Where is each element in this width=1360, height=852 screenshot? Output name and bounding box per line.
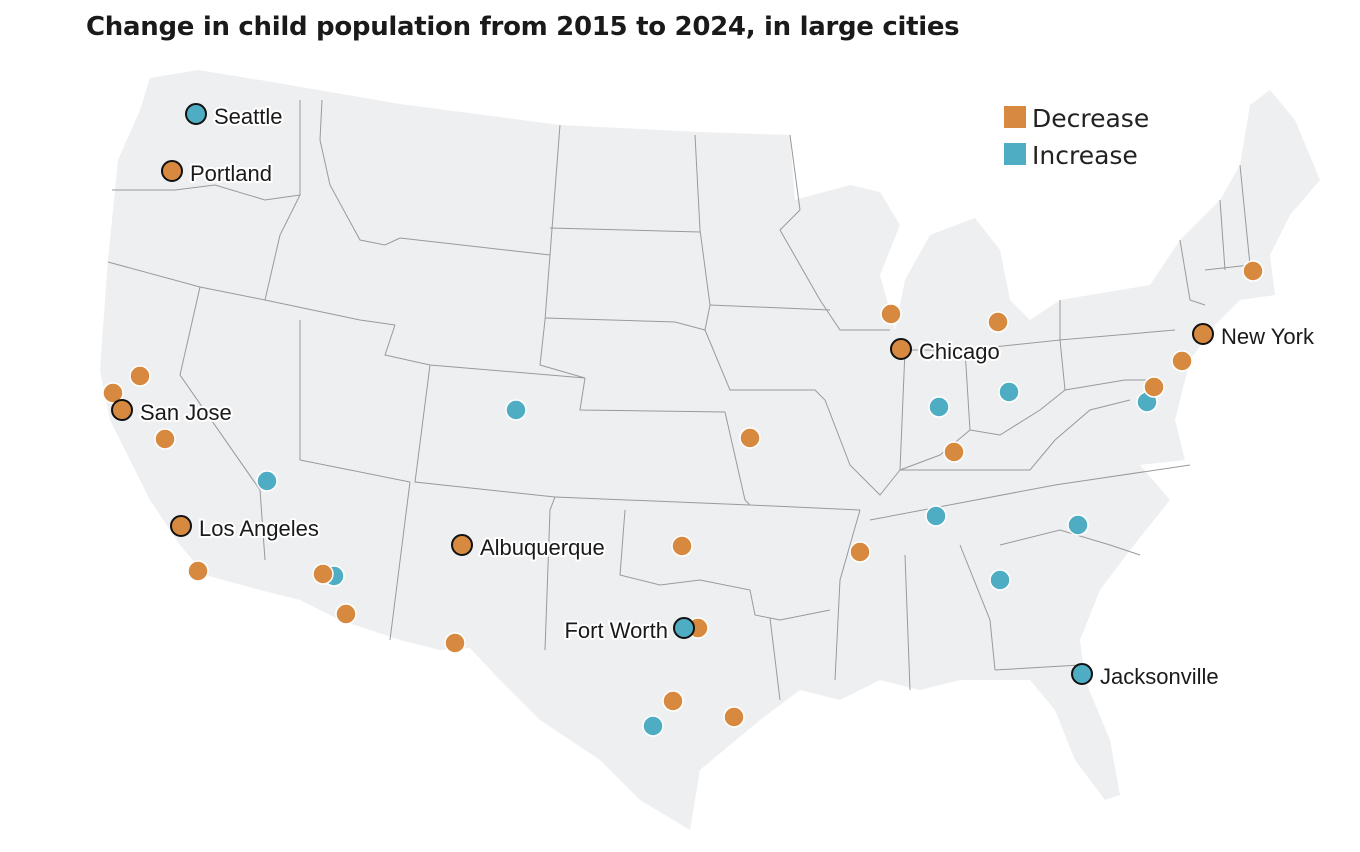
legend-label-decrease: Decrease	[1032, 104, 1149, 133]
city-label-fort-worth: Fort Worth	[564, 618, 668, 643]
city-marker-portland	[161, 160, 183, 182]
city-marker-decrease	[1242, 260, 1264, 282]
city-label-albuquerque: Albuquerque	[480, 535, 605, 560]
city-marker-increase	[925, 505, 947, 527]
city-label-san-jose: San Jose	[140, 400, 232, 425]
city-marker-increase	[1067, 514, 1089, 536]
city-marker-new-york	[1192, 323, 1214, 345]
city-marker-increase	[642, 715, 664, 737]
city-marker-increase	[998, 381, 1020, 403]
city-marker-decrease	[1143, 376, 1165, 398]
city-marker-decrease	[987, 311, 1009, 333]
city-marker-decrease	[1171, 350, 1193, 372]
us-land	[100, 70, 1320, 830]
city-marker-decrease	[943, 441, 965, 463]
city-marker-decrease	[129, 365, 151, 387]
city-marker-decrease	[102, 382, 124, 404]
city-markers	[102, 103, 1264, 737]
city-label-portland: Portland	[190, 161, 272, 186]
city-label-jacksonville: Jacksonville	[1100, 664, 1219, 689]
legend-swatch-decrease	[1004, 106, 1026, 128]
city-label-seattle: Seattle	[214, 104, 283, 129]
legend: Decrease Increase	[1004, 104, 1149, 170]
city-marker-increase	[989, 569, 1011, 591]
map-title: Change in child population from 2015 to …	[86, 12, 960, 42]
city-marker-decrease	[444, 632, 466, 654]
city-label-chicago: Chicago	[919, 339, 1000, 364]
city-marker-decrease	[154, 428, 176, 450]
city-marker-decrease	[187, 560, 209, 582]
city-marker-chicago	[890, 338, 912, 360]
city-marker-decrease	[880, 303, 902, 325]
city-marker-decrease	[671, 535, 693, 557]
city-marker-seattle	[185, 103, 207, 125]
state-borders	[107, 99, 1251, 701]
legend-swatch-increase	[1004, 143, 1026, 165]
city-labels: Seattle Portland San Jose Los Angeles Albuqu…	[138, 102, 1317, 691]
city-label-new-york: New York	[1221, 324, 1315, 349]
city-marker-san-jose	[111, 399, 133, 421]
city-marker-decrease	[312, 563, 334, 585]
city-label-los-angeles: Los Angeles	[199, 516, 319, 541]
city-marker-albuquerque	[451, 534, 473, 556]
city-marker-decrease	[739, 427, 761, 449]
city-marker-jacksonville	[1071, 663, 1093, 685]
city-marker-decrease	[335, 603, 357, 625]
city-marker-fort-worth	[673, 617, 695, 639]
city-marker-increase	[505, 399, 527, 421]
legend-label-increase: Increase	[1032, 141, 1138, 170]
city-marker-decrease	[723, 706, 745, 728]
city-marker-los-angeles	[170, 515, 192, 537]
city-marker-increase	[256, 470, 278, 492]
city-marker-increase	[928, 396, 950, 418]
city-marker-decrease	[662, 690, 684, 712]
city-marker-decrease	[849, 541, 871, 563]
